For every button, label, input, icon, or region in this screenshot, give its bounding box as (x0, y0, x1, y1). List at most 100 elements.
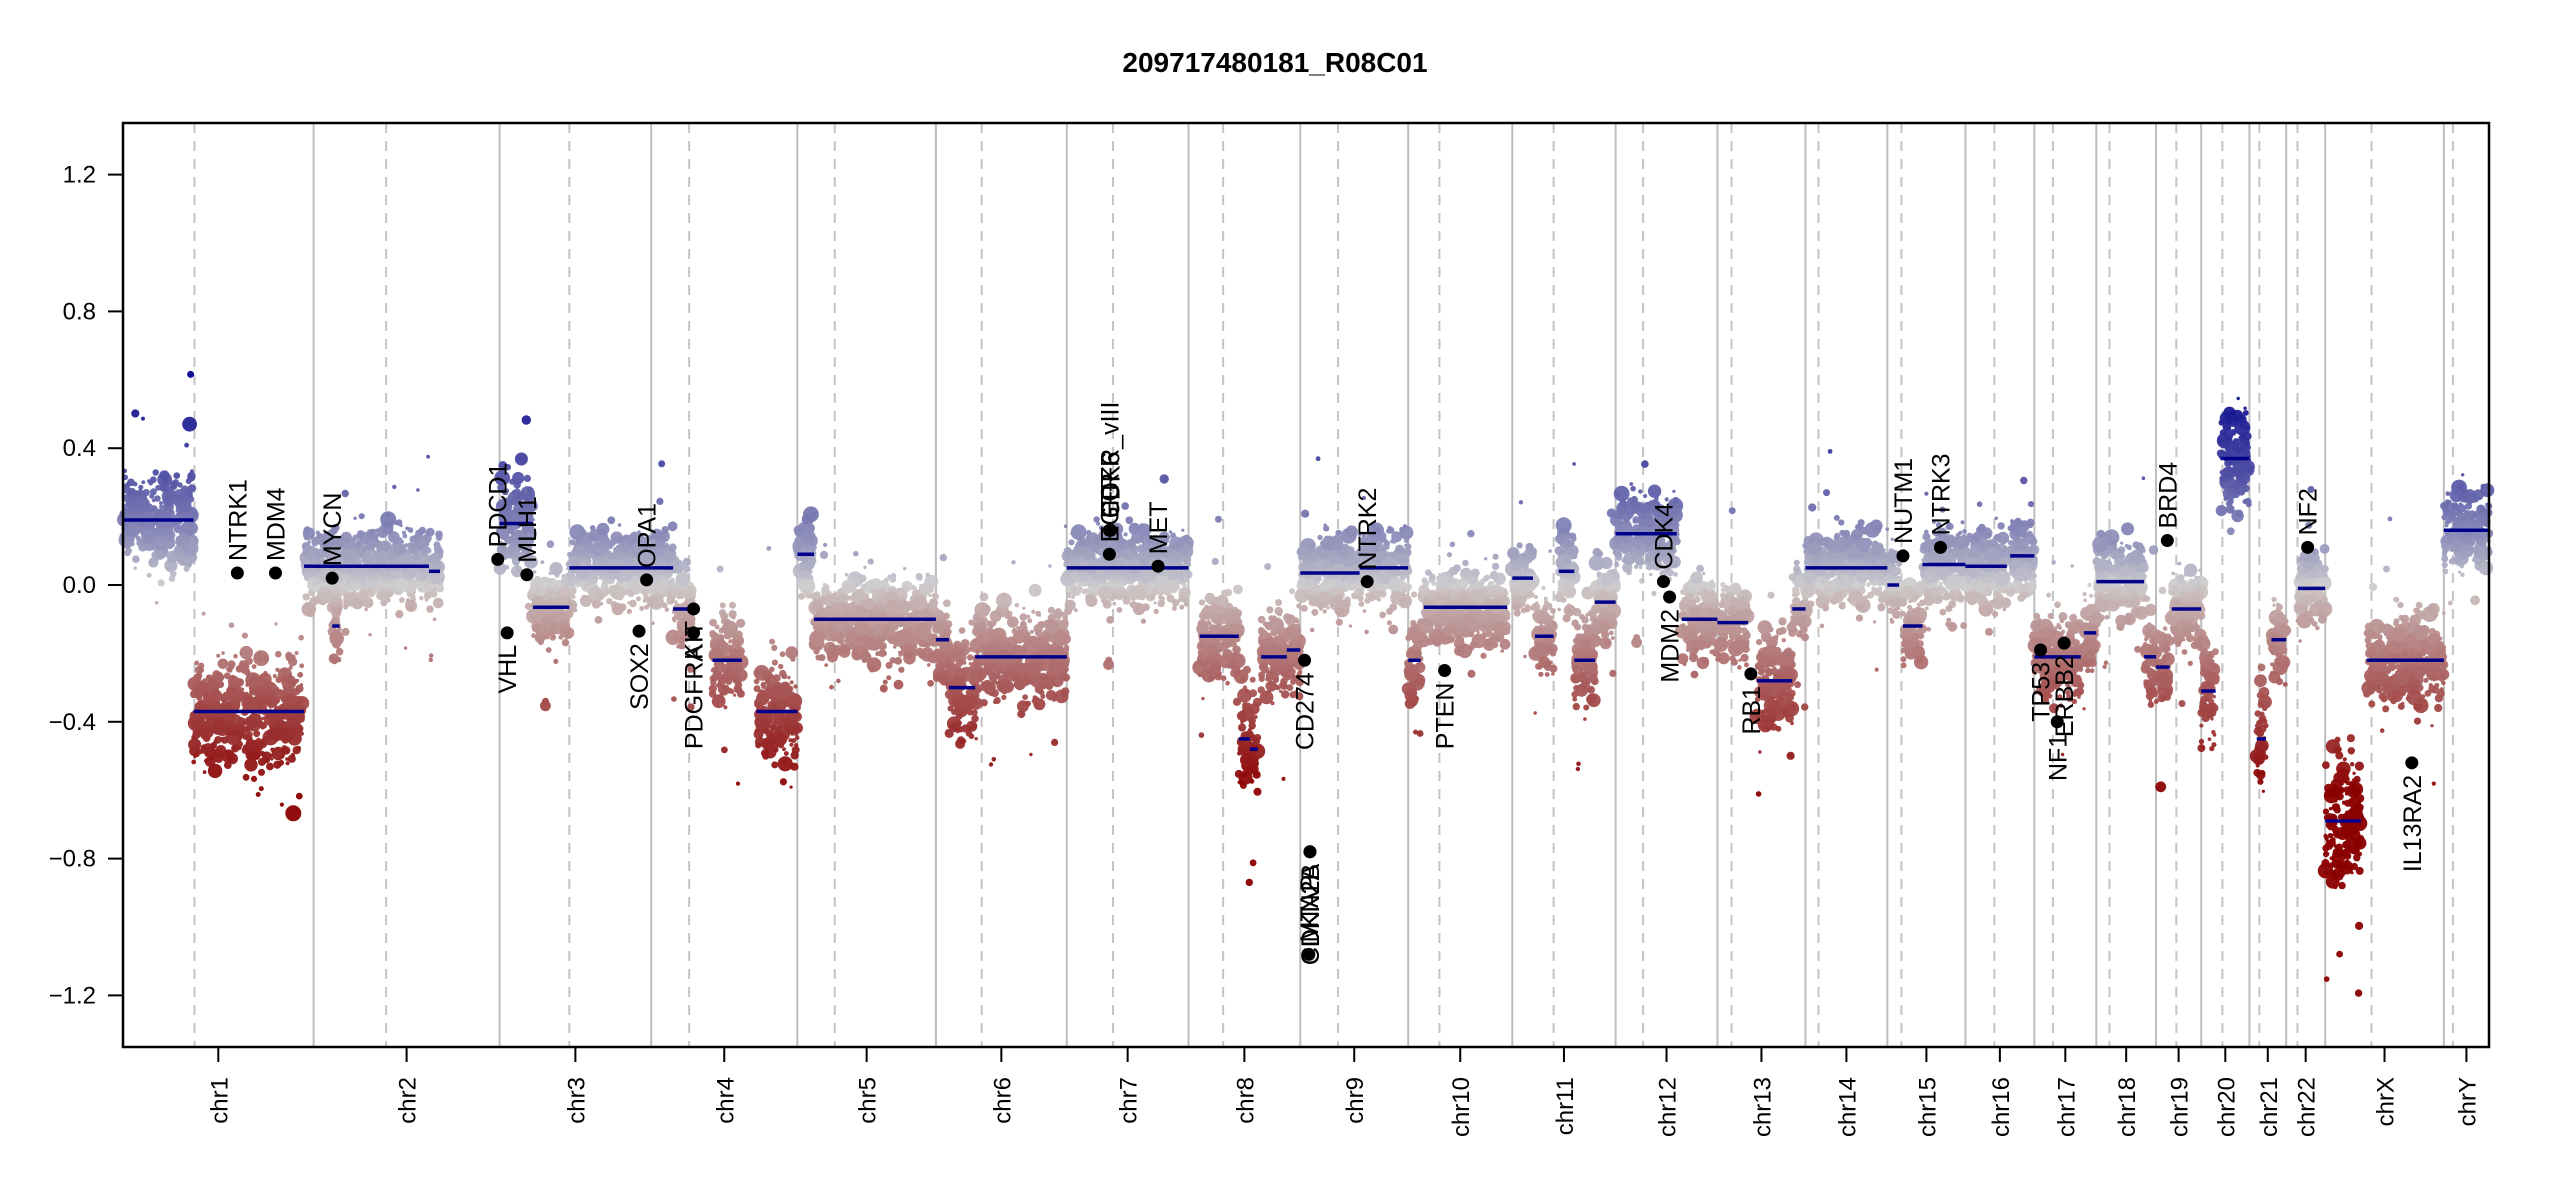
probe-point (165, 541, 175, 550)
probe-point (753, 729, 764, 740)
probe-point (935, 661, 945, 671)
probe-point (1029, 752, 1033, 757)
probe-point (581, 539, 588, 546)
probe-point (830, 636, 837, 642)
probe-point (624, 547, 632, 554)
probe-point (187, 370, 195, 378)
probe-point (675, 571, 691, 587)
probe-point (595, 543, 600, 548)
probe-point (793, 684, 798, 689)
probe-point (779, 651, 786, 658)
probe-point (1004, 643, 1012, 651)
probe-point (824, 663, 829, 667)
probe-point (535, 628, 541, 635)
probe-point (635, 596, 641, 602)
probe-point (331, 609, 340, 618)
probe-point (419, 595, 424, 601)
probe-point (555, 623, 562, 631)
probe-point (216, 653, 221, 658)
probe-point (627, 601, 631, 605)
probe-point (1063, 676, 1069, 682)
probe-point (949, 645, 955, 651)
probe-point (955, 727, 961, 734)
probe-point (618, 603, 627, 612)
probe-point (368, 603, 373, 607)
probe-point (586, 576, 592, 582)
probe-point (709, 630, 716, 637)
probe-point (139, 503, 148, 512)
probe-point (251, 752, 260, 761)
probe-point (592, 590, 597, 594)
probe-point (150, 505, 157, 512)
probe-point (1029, 629, 1034, 634)
probe-point (861, 648, 869, 655)
probe-point (313, 579, 320, 586)
probe-point (311, 569, 318, 575)
probe-point (629, 599, 637, 608)
probe-point (292, 746, 301, 755)
probe-point (1153, 608, 1159, 615)
probe-point (406, 542, 415, 550)
probe-point (287, 754, 296, 763)
probe-point (969, 697, 983, 710)
probe-point (626, 608, 633, 615)
probe-point (193, 673, 202, 682)
probe-point (127, 525, 132, 529)
probe-point (364, 607, 368, 612)
probe-point (358, 534, 364, 540)
probe-point (332, 596, 338, 602)
probe-point (883, 642, 887, 647)
probe-point (1038, 634, 1043, 640)
probe-point (204, 756, 216, 767)
probe-point (272, 674, 277, 678)
probe-point (1060, 633, 1071, 645)
probe-point (159, 470, 170, 481)
probe-point (1175, 553, 1180, 559)
probe-point (983, 681, 996, 694)
probe-point (735, 671, 739, 675)
probe-point (939, 553, 947, 562)
probe-point (178, 493, 188, 503)
probe-point (132, 555, 140, 563)
probe-point (546, 636, 550, 640)
probe-point (1116, 542, 1121, 547)
probe-point (884, 625, 890, 632)
probe-point (571, 594, 576, 600)
probe-point (231, 744, 240, 753)
probe-point (392, 484, 397, 490)
probe-point (191, 714, 197, 721)
probe-point (761, 684, 766, 690)
probe-point (526, 563, 531, 568)
probe-point (386, 578, 391, 584)
probe-point (1179, 604, 1185, 610)
probe-point (955, 651, 962, 658)
probe-point (258, 786, 264, 792)
probe-point (159, 501, 163, 506)
probe-point (201, 611, 206, 616)
probe-point (1080, 548, 1087, 555)
probe-point (225, 729, 242, 746)
probe-point (882, 679, 888, 685)
probe-point (1027, 678, 1035, 685)
probe-point (1019, 620, 1027, 628)
probe-point (995, 635, 1004, 644)
probe-point (191, 759, 197, 765)
probe-point (893, 679, 904, 690)
probe-point (374, 528, 379, 533)
probe-point (260, 725, 266, 730)
probe-point (267, 691, 273, 697)
probe-point (829, 684, 834, 690)
probe-point (837, 595, 845, 603)
probe-point (403, 646, 408, 650)
probe-point (603, 534, 608, 539)
probe-point (542, 697, 549, 705)
probe-point (355, 582, 362, 589)
probe-point (644, 604, 650, 610)
probe-point (733, 693, 737, 697)
probe-point (753, 678, 760, 685)
probe-point (527, 486, 533, 492)
probe-point (1183, 555, 1192, 564)
probe-point (131, 537, 135, 541)
probe-point (947, 724, 952, 729)
probe-point (375, 542, 383, 550)
